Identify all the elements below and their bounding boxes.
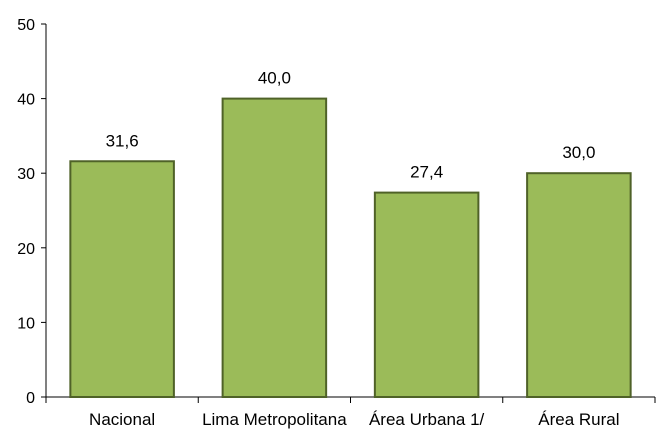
bars: [69, 97, 632, 398]
y-tick-label: 40: [17, 92, 35, 109]
data-label: 27,4: [410, 163, 443, 182]
x-category-label: Área Urbana 1/: [369, 410, 485, 429]
bar: [526, 172, 632, 398]
x-axis: Nacional Lima Metropolitana Área Urbana 1/…: [45, 396, 656, 429]
y-tick-label: 0: [26, 390, 35, 407]
bar: [373, 191, 480, 398]
y-tick-label: 10: [17, 315, 35, 332]
data-labels: 31,6 40,0 27,4 30,0: [106, 69, 596, 182]
x-category-label: Lima Metropolitana: [202, 410, 347, 429]
x-category-label: Nacional: [89, 410, 155, 429]
bar: [221, 97, 328, 398]
y-tick-label: 20: [17, 241, 35, 258]
data-label: 40,0: [258, 69, 291, 88]
y-tick-label: 30: [17, 166, 35, 183]
y-axis: 0 10 20 30 40 50: [17, 17, 47, 407]
bar: [69, 160, 175, 398]
data-label: 31,6: [106, 131, 139, 150]
data-label: 30,0: [562, 143, 595, 162]
y-tick-label: 50: [17, 17, 35, 34]
x-category-label: Área Rural: [538, 410, 619, 429]
